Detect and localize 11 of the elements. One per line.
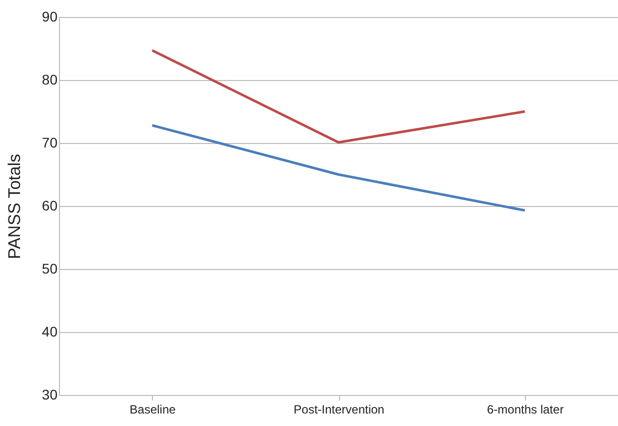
y-tick-label: 30 (42, 386, 58, 402)
y-tick-label: 80 (42, 72, 58, 88)
x-tick-label: Post-Intervention (294, 402, 384, 416)
x-tick-label: Baseline (130, 402, 176, 416)
y-axis-title: PANSS Totals (4, 154, 24, 260)
y-tick-label: 40 (42, 324, 58, 340)
y-tick-label: 60 (42, 198, 58, 214)
x-tick-label: 6-months later (486, 402, 564, 416)
y-tick-label: 70 (42, 134, 58, 150)
y-tick-label: 90 (42, 8, 58, 24)
y-tick-label: 50 (42, 260, 58, 276)
